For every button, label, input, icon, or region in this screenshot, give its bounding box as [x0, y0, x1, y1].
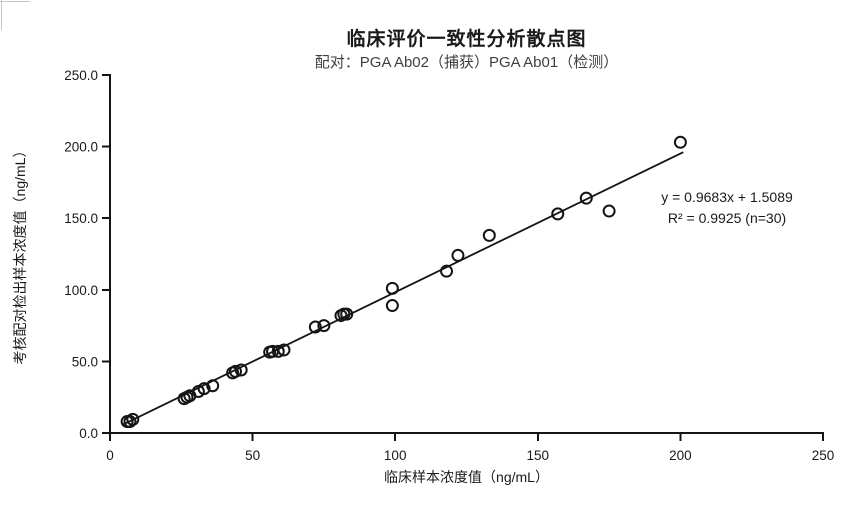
chart-subtitle: 配对：PGA Ab02（捕获）PGA Ab01（检测） [314, 54, 619, 71]
scatter-point [234, 363, 248, 377]
y-tick-label: 100.0 [64, 283, 98, 298]
scatter-point [385, 281, 399, 295]
x-tick-label: 250 [812, 448, 835, 463]
scatter-point [277, 343, 291, 357]
scatter-point [340, 307, 354, 321]
y-tick-label: 50.0 [72, 354, 98, 369]
trend-line [122, 151, 684, 426]
scatter-point [385, 299, 399, 313]
scatter-point [228, 364, 242, 378]
scatter-point [579, 191, 593, 205]
x-tick-label: 100 [384, 448, 407, 463]
scatter-point [206, 379, 220, 393]
scatter-point [451, 248, 465, 262]
scatter-point [673, 135, 687, 149]
y-tick-label: 250.0 [64, 68, 98, 83]
y-tick-label: 150.0 [64, 211, 98, 226]
r-squared-label: R² = 0.9925 (n=30) [667, 210, 787, 226]
scatter-point [551, 207, 565, 221]
x-tick-label: 50 [245, 448, 260, 463]
x-tick-label: 150 [527, 448, 550, 463]
x-tick-label: 200 [669, 448, 692, 463]
spreadsheet-gridline-horizontal [0, 1, 30, 2]
x-axis-title: 临床样本浓度值（ng/mL） [384, 469, 549, 485]
y-tick-label: 200.0 [64, 140, 98, 155]
x-tick-label: 0 [106, 448, 114, 463]
trendline-equation-label: y = 0.9683x + 1.5089 [661, 189, 793, 205]
scatter-point [271, 344, 285, 358]
spreadsheet-gridline-vertical [1, 0, 2, 30]
scatter-point [197, 382, 211, 396]
scatter-point [482, 228, 496, 242]
y-tick-label: 0.0 [79, 426, 98, 441]
scatter-point [308, 320, 322, 334]
scatter-point [317, 319, 331, 333]
scatter-point [123, 415, 137, 429]
scatter-point [440, 264, 454, 278]
scatter-point [602, 204, 616, 218]
chart-title: 临床评价一致性分析散点图 [346, 29, 587, 50]
scatter-point [126, 412, 140, 426]
